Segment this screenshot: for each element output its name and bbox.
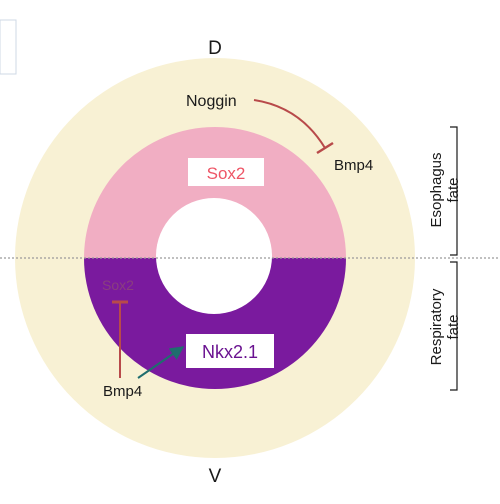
respiratory-fate-label-2: fate: [445, 314, 462, 339]
esophagus-fate-label-1: Esophagus: [428, 152, 445, 227]
esophagus-fate-bracket: [450, 126, 458, 256]
noggin-inhibition-line: [253, 99, 326, 149]
noggin-label: Noggin: [186, 93, 237, 110]
ventral-axis-label: V: [209, 466, 222, 487]
noggin-inhibition-bar: [316, 141, 334, 155]
dorsal-sox2-label: Sox2: [207, 164, 246, 183]
nkx2-1-box: [186, 334, 274, 368]
edge-fragment: [0, 19, 17, 75]
bmp4-activation-arrow: [137, 346, 185, 379]
ventral-bmp4-label: Bmp4: [103, 383, 142, 400]
dorsal-epithelium: [84, 127, 346, 258]
ventral-sox2-label: Sox2: [102, 277, 134, 293]
respiratory-fate-label-1: Respiratory: [428, 288, 445, 365]
nkx2-1-label: Nkx2.1: [202, 342, 258, 362]
dorsal-bmp4-label: Bmp4: [334, 157, 373, 174]
dorsal-sox2-box: [188, 158, 264, 186]
ventral-epithelium: [84, 258, 346, 389]
esophagus-fate-label-2: fate: [445, 177, 462, 202]
respiratory-fate-bracket: [450, 261, 458, 391]
lumen: [156, 198, 272, 314]
dorsal-axis-label: D: [208, 38, 222, 59]
